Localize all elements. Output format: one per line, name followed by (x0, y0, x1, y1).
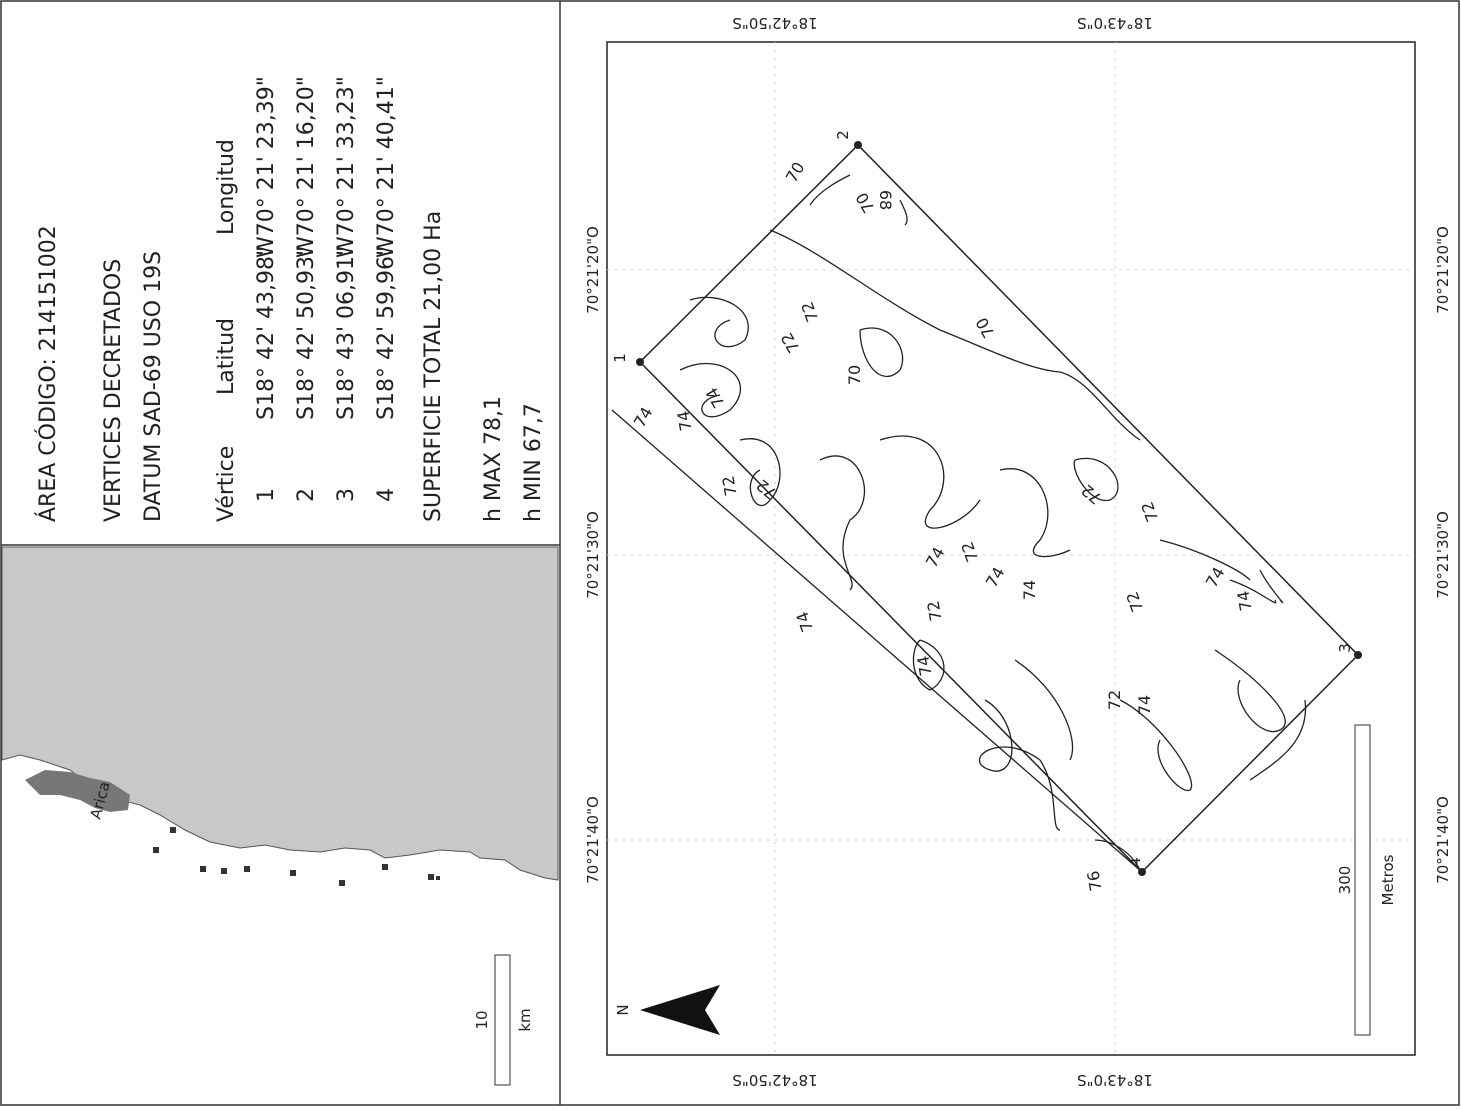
contour-label: 72 (797, 299, 822, 325)
lon-label: 70°21'20"O (584, 226, 602, 314)
contour-label: 70 (852, 189, 879, 216)
table-cell: W70° 21' 23,39" (254, 76, 279, 258)
lat-label: 18°43'0"S (1077, 14, 1153, 32)
table-cell: S18° 42' 43,98" (254, 246, 279, 420)
lon-label: 70°21'30"O (584, 511, 602, 599)
table-cell: S18° 42' 50,93" (294, 246, 319, 420)
contour-label: 74 (1020, 580, 1039, 600)
contour-label: 74 (913, 654, 935, 677)
vertex-label: 4 (1126, 857, 1144, 867)
vertex-label: 3 (1336, 643, 1354, 653)
inset-map (1, 546, 559, 1086)
north-arrow (640, 985, 720, 1035)
markers (153, 827, 440, 886)
table-header: Vértice (214, 446, 239, 522)
area-polygon (638, 143, 1360, 874)
city-area (25, 770, 130, 812)
contours (679, 174, 1307, 871)
contour-label: 74 (673, 409, 695, 432)
area-code: ÁREA CÓDIGO: 214151002 (35, 225, 61, 522)
contour-label: 72 (1137, 499, 1162, 525)
lon-label: 70°21'20"O (1434, 226, 1452, 314)
surface: SUPERFICIE TOTAL 21,00 Ha (421, 211, 446, 522)
table-cell: 2 (294, 488, 319, 502)
contour-label: 74 (982, 564, 1009, 591)
north-label: N (614, 1004, 632, 1015)
h-max: h MAX 78,1 (481, 396, 506, 522)
lat-label: 18°42'50"S (732, 14, 817, 32)
graticule (607, 42, 1415, 1055)
table-cell: W70° 21' 16,20" (294, 76, 319, 258)
scale-unit: km (516, 1008, 534, 1031)
sea (1, 546, 559, 881)
table-cell: W70° 21' 33,23" (334, 76, 359, 258)
contour-label: 70 (782, 159, 809, 186)
contour-label: 72 (777, 329, 804, 356)
table-cell: 4 (374, 488, 399, 502)
contour-label: 72 (957, 539, 982, 565)
contour-label: 70 (845, 365, 864, 385)
table-cell: S18° 42' 59,96" (374, 246, 399, 420)
scale-value: 300 (1336, 866, 1354, 895)
contour-label: 74 (1202, 564, 1229, 591)
contour-label: 72 (1122, 589, 1147, 615)
boundary (611, 409, 1143, 873)
table-header: Longitud (214, 139, 239, 235)
contour-label: 74 (630, 404, 657, 431)
lon-label: 70°21'40"O (584, 796, 602, 884)
contour-label: 72 (718, 474, 740, 497)
scale-value: 10 (473, 1010, 491, 1029)
table-cell: 3 (334, 488, 359, 502)
contour-label: 74 (702, 384, 729, 411)
table-header: Latitud (214, 318, 239, 395)
inset-scale-bar (494, 954, 511, 1086)
contour-label: 72 (923, 599, 945, 622)
contour-label: 72 (1105, 690, 1124, 710)
table-cell: W70° 21' 40,41" (374, 76, 399, 258)
vertex-points (636, 141, 1362, 876)
contour-label: 76 (1083, 869, 1105, 892)
lat-label: 18°43'0"S (1077, 1071, 1153, 1089)
lat-label: 18°42'50"S (732, 1071, 817, 1089)
vertices-title: VERTICES DECRETADOS (101, 259, 126, 522)
scale-unit: Metros (1379, 854, 1397, 905)
contour-label: 74 (922, 544, 949, 571)
table-cell: 1 (254, 488, 279, 502)
contour-label: 68 (876, 190, 895, 210)
contour-label: 74 (792, 609, 817, 635)
vertex-label: 2 (834, 130, 852, 140)
vertex-label: 1 (611, 353, 629, 363)
contour-label: 74 (1233, 589, 1255, 612)
contour-label: 74 (1135, 695, 1154, 715)
datum: DATUM SAD-69 USO 19S (141, 251, 166, 522)
contour-label: 70 (972, 314, 999, 341)
h-min: h MIN 67,7 (521, 403, 546, 522)
table-cell: S18° 43' 06,91" (334, 246, 359, 420)
map-frame (606, 41, 1416, 1056)
lon-label: 70°21'30"O (1434, 511, 1452, 599)
map-scale-bar (1354, 724, 1371, 1036)
lon-label: 70°21'40"O (1434, 796, 1452, 884)
